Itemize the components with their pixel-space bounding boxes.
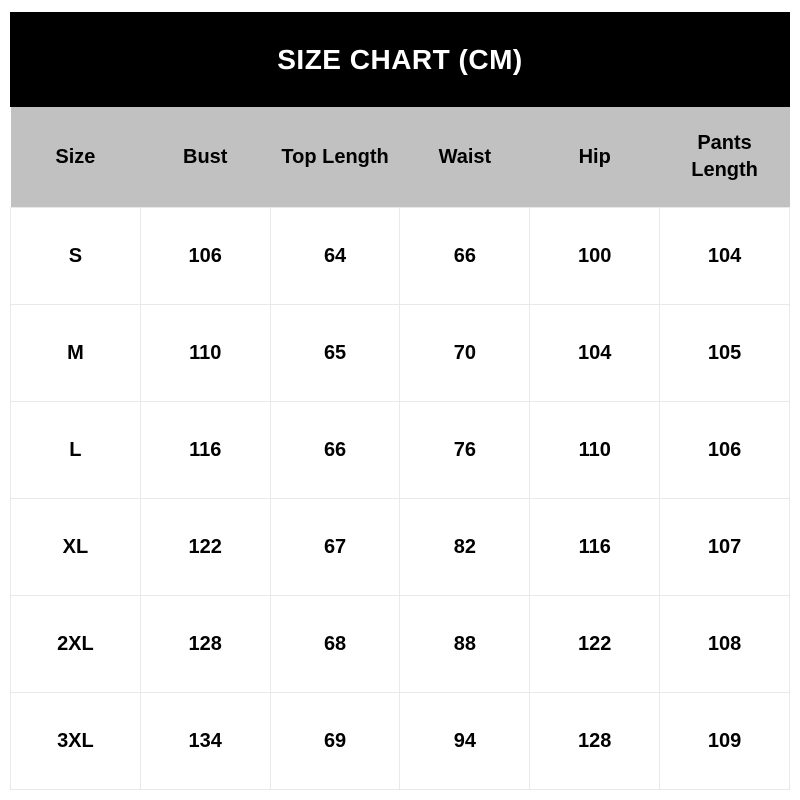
cell-hip: 116 bbox=[529, 498, 661, 596]
cell-top-length: 66 bbox=[269, 401, 401, 499]
table-row-m: M 110 65 70 104 105 bbox=[10, 304, 790, 402]
page-title: SIZE CHART (CM) bbox=[277, 43, 523, 75]
cell-pants-length: 109 bbox=[659, 692, 790, 790]
table-row-s: S 106 64 66 100 104 bbox=[10, 207, 790, 305]
cell-hip: 110 bbox=[529, 401, 661, 499]
cell-size: S bbox=[10, 207, 141, 305]
cell-waist: 88 bbox=[399, 595, 531, 693]
cell-pants-length: 106 bbox=[659, 401, 790, 499]
cell-bust: 122 bbox=[139, 498, 271, 596]
cell-pants-length: 107 bbox=[659, 498, 790, 596]
table-row-2xl: 2XL 128 68 88 122 108 bbox=[10, 595, 790, 693]
cell-top-length: 65 bbox=[269, 304, 401, 402]
table-row-3xl: 3XL 134 69 94 128 109 bbox=[10, 692, 790, 790]
column-header-pants-length: Pants Length bbox=[659, 107, 790, 208]
cell-waist: 94 bbox=[399, 692, 531, 790]
cell-size: 2XL bbox=[10, 595, 141, 693]
column-header-hip: Hip bbox=[529, 107, 660, 208]
table-row-l: L 116 66 76 110 106 bbox=[10, 401, 790, 499]
cell-top-length: 64 bbox=[269, 207, 401, 305]
cell-size: XL bbox=[10, 498, 141, 596]
cell-hip: 100 bbox=[529, 207, 661, 305]
table-body: S 106 64 66 100 104 M 110 65 70 104 105 … bbox=[10, 207, 790, 790]
cell-bust: 116 bbox=[139, 401, 271, 499]
cell-bust: 110 bbox=[139, 304, 271, 402]
cell-waist: 66 bbox=[399, 207, 531, 305]
cell-top-length: 67 bbox=[269, 498, 401, 596]
cell-pants-length: 105 bbox=[659, 304, 790, 402]
cell-waist: 70 bbox=[399, 304, 531, 402]
cell-top-length: 69 bbox=[269, 692, 401, 790]
title-bar: SIZE CHART (CM) bbox=[10, 12, 790, 107]
cell-size: L bbox=[10, 401, 141, 499]
cell-bust: 106 bbox=[139, 207, 271, 305]
cell-bust: 128 bbox=[139, 595, 271, 693]
cell-top-length: 68 bbox=[269, 595, 401, 693]
column-header-bust: Bust bbox=[140, 107, 271, 208]
cell-size: M bbox=[10, 304, 141, 402]
column-header-size: Size bbox=[10, 107, 141, 208]
cell-pants-length: 104 bbox=[659, 207, 790, 305]
cell-hip: 128 bbox=[529, 692, 661, 790]
cell-waist: 76 bbox=[399, 401, 531, 499]
cell-size: 3XL bbox=[10, 692, 141, 790]
header-row: Size Bust Top Length Waist Hip Pants Len… bbox=[10, 107, 790, 208]
cell-bust: 134 bbox=[139, 692, 271, 790]
column-header-top-length: Top Length bbox=[270, 107, 400, 208]
cell-pants-length: 108 bbox=[659, 595, 790, 693]
cell-hip: 104 bbox=[529, 304, 661, 402]
table-header: Size Bust Top Length Waist Hip Pants Len… bbox=[10, 107, 790, 208]
cell-waist: 82 bbox=[399, 498, 531, 596]
column-header-waist: Waist bbox=[399, 107, 530, 208]
cell-hip: 122 bbox=[529, 595, 661, 693]
size-chart-table: Size Bust Top Length Waist Hip Pants Len… bbox=[10, 107, 790, 790]
table-row-xl: XL 122 67 82 116 107 bbox=[10, 498, 790, 596]
